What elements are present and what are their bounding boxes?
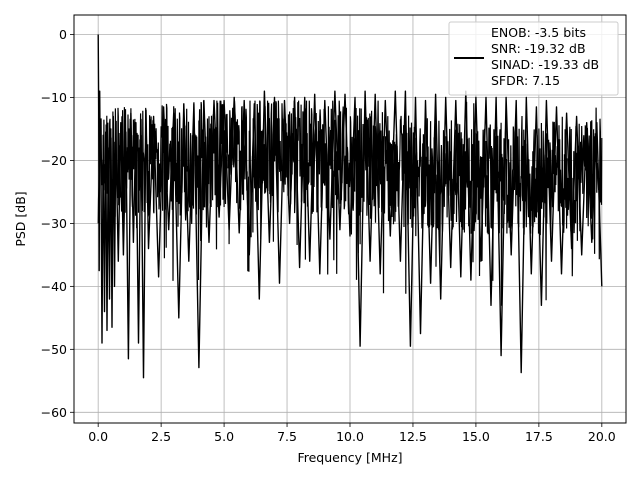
x-tick-label: 17.5 [525, 429, 553, 444]
x-tick-label: 10.0 [336, 429, 364, 444]
x-axis-label: Frequency [MHz] [297, 450, 402, 465]
y-axis-label: PSD [dB] [13, 191, 28, 246]
plot-area [97, 34, 603, 379]
y-tick-label: −10 [41, 90, 67, 105]
legend: ENOB: -3.5 bits SNR: -19.32 dB SINAD: -1… [448, 21, 619, 96]
x-tick-label: 15.0 [462, 429, 490, 444]
legend-enob: ENOB: -3.5 bits [491, 25, 586, 40]
axis-ticks: 0.0 2.5 5.0 7.5 10.0 12.5 15.0 17.5 20.0 0 −10 −20 −… [41, 27, 616, 444]
psd-series-line [97, 34, 603, 379]
x-tick-label: 2.5 [151, 429, 171, 444]
x-tick-label: 7.5 [277, 429, 297, 444]
y-tick-label: −60 [41, 405, 67, 420]
x-tick-label: 0.0 [88, 429, 108, 444]
y-tick-label: −20 [41, 153, 67, 168]
x-tick-label: 5.0 [214, 429, 234, 444]
y-tick-label: −30 [41, 216, 67, 231]
legend-sinad: SINAD: -19.33 dB [491, 57, 599, 72]
y-tick-label: −50 [41, 342, 67, 357]
x-tick-label: 12.5 [399, 429, 427, 444]
x-tick-label: 20.0 [588, 429, 616, 444]
legend-snr: SNR: -19.32 dB [491, 41, 586, 56]
y-tick-label: 0 [59, 27, 67, 42]
legend-box [448, 21, 619, 96]
legend-sfdr: SFDR: 7.15 [491, 73, 560, 88]
y-tick-label: −40 [41, 279, 67, 294]
